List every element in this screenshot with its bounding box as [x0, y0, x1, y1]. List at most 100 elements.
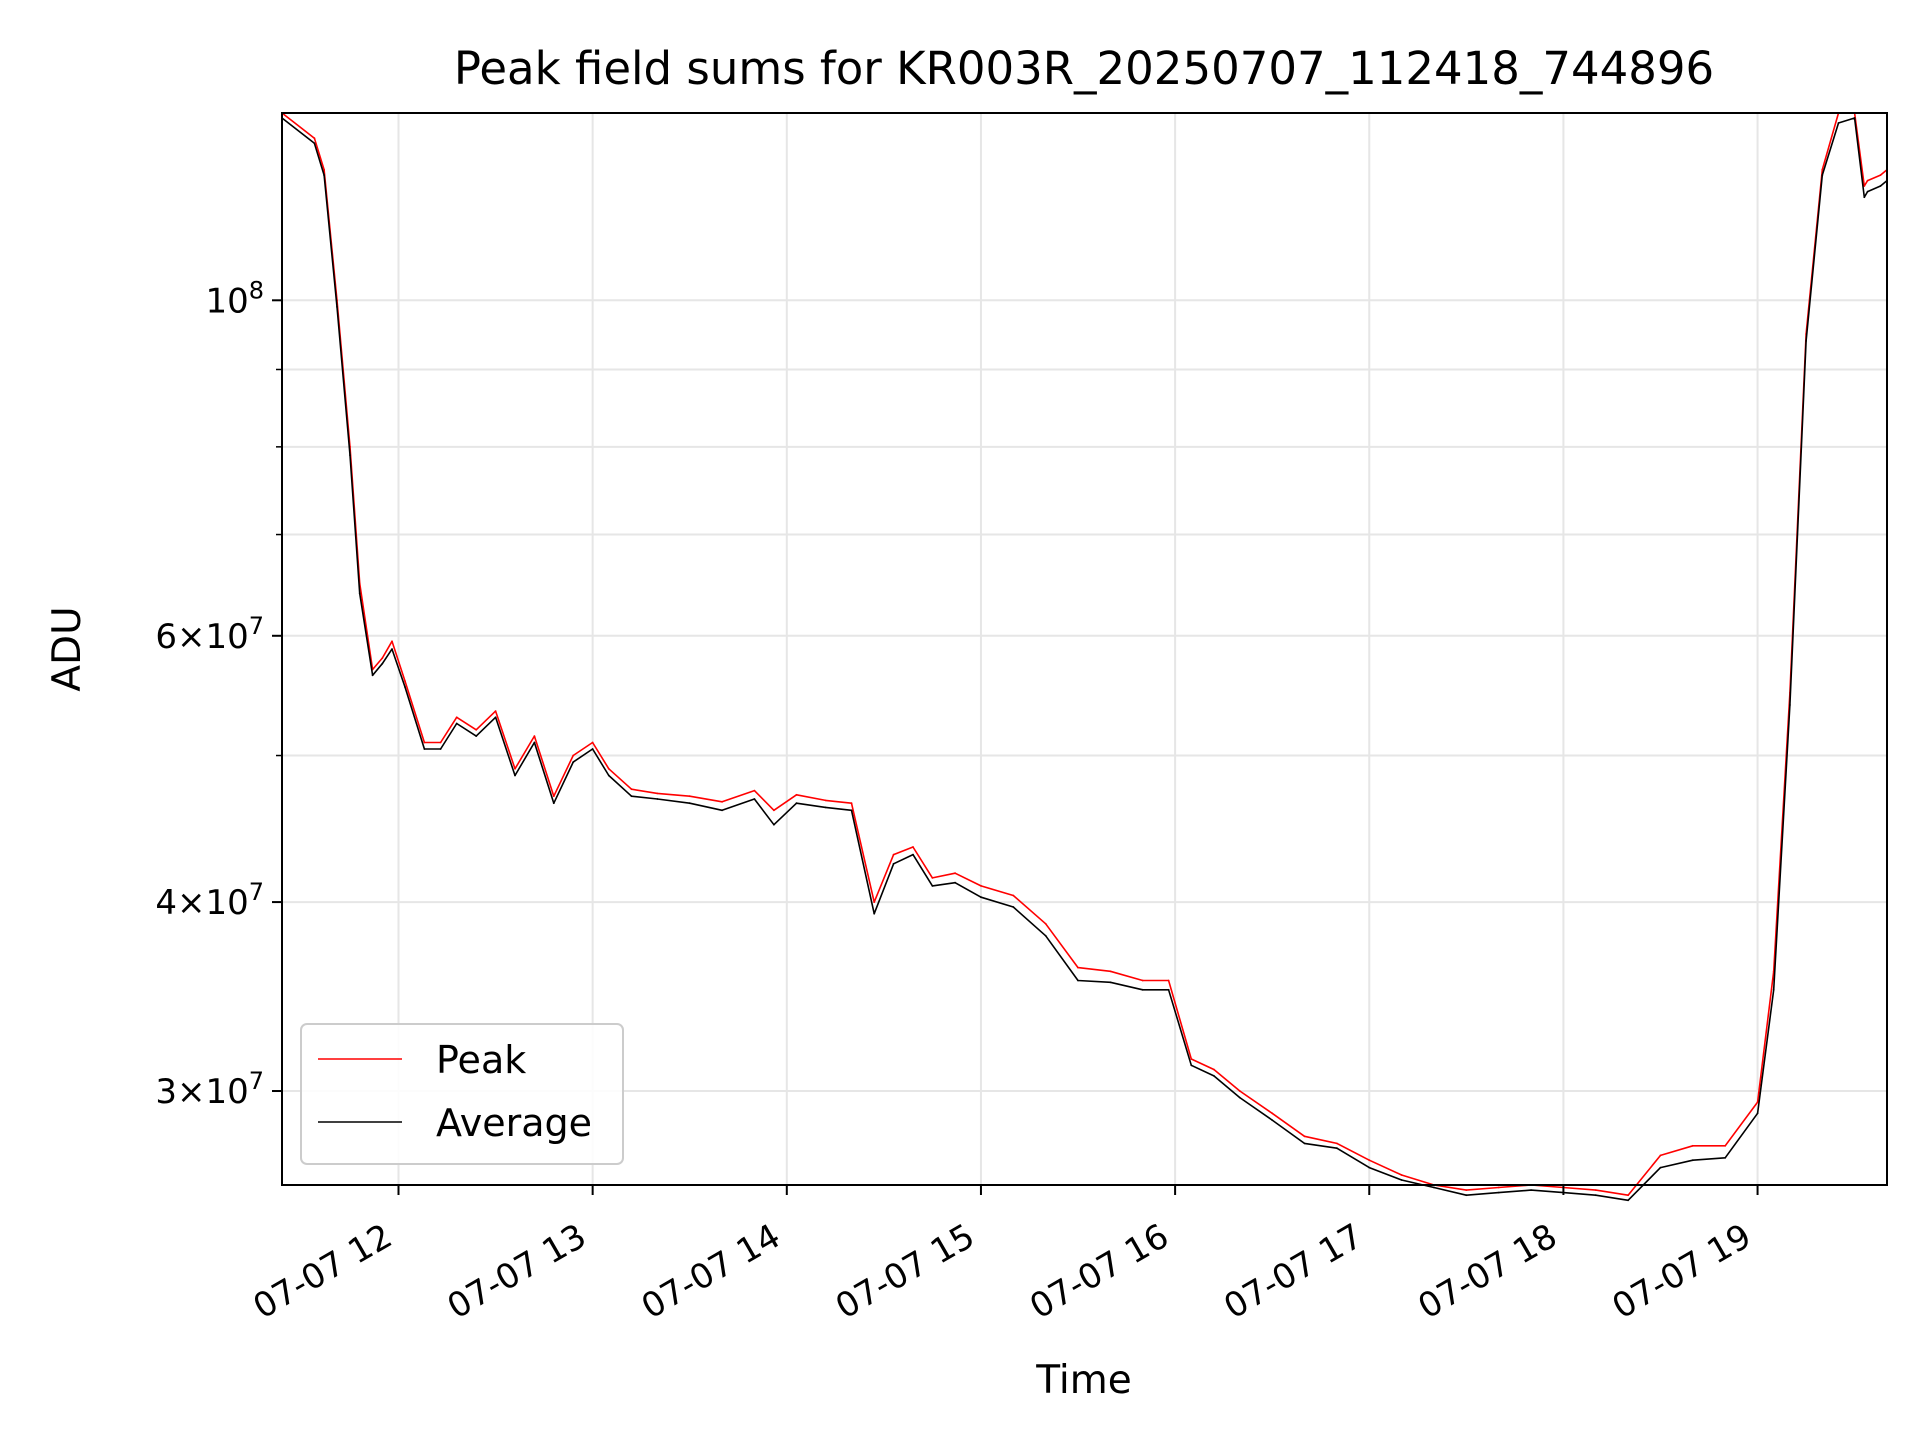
data-point: [381, 662, 384, 665]
data-point: [873, 901, 876, 903]
data-point: [391, 640, 393, 643]
data-point: [1756, 1101, 1759, 1103]
data-point: [1077, 966, 1079, 969]
data-point: [1879, 174, 1882, 177]
series-average: [281, 117, 1888, 1202]
data-point: [404, 686, 406, 688]
data-point: [607, 767, 610, 770]
data-point: [1627, 1194, 1629, 1197]
data-point: [773, 823, 775, 826]
legend-label-peak: Peak: [436, 1038, 526, 1082]
data-point: [1497, 1186, 1500, 1189]
data-point: [1271, 1119, 1274, 1121]
data-point: [980, 896, 982, 899]
data-point: [1336, 1142, 1338, 1145]
data-point: [688, 795, 691, 798]
y-tick-label: 108: [205, 276, 264, 321]
data-point: [931, 877, 934, 879]
plot-frame: [281, 112, 1888, 1186]
data-point: [358, 592, 361, 595]
data-point: [1109, 970, 1112, 973]
data-point: [1141, 979, 1144, 982]
data-point: [1691, 1144, 1694, 1147]
data-point: [753, 798, 756, 800]
data-point: [475, 735, 478, 737]
data-point: [323, 168, 325, 171]
data-point: [552, 795, 555, 798]
data-point: [323, 174, 325, 177]
data-point: [824, 806, 827, 809]
data-point: [1238, 1090, 1241, 1092]
data-point: [1077, 979, 1079, 982]
data-point: [850, 802, 853, 805]
data-point: [455, 716, 458, 719]
legend-label-average: Average: [436, 1101, 592, 1145]
y-axis-label: ADU: [45, 606, 90, 691]
data-point: [494, 716, 497, 719]
data-point: [1044, 922, 1047, 925]
data-point: [892, 862, 895, 865]
series-layer: [281, 112, 1888, 1202]
data-point: [1659, 1166, 1662, 1169]
data-point: [873, 912, 876, 915]
data-point: [371, 674, 374, 677]
data-point: [954, 872, 956, 875]
legend: Peak Average: [300, 1023, 624, 1165]
data-point: [931, 885, 934, 887]
data-point: [912, 853, 914, 856]
data-point: [1594, 1194, 1597, 1197]
data-point: [533, 741, 536, 744]
data-point: [1772, 988, 1775, 991]
data-point: [656, 798, 659, 800]
data-point: [1866, 179, 1869, 182]
data-point: [1863, 185, 1866, 187]
data-point: [455, 722, 458, 725]
data-point: [1691, 1159, 1694, 1162]
y-tick-label: 3×107: [155, 1067, 264, 1112]
data-point: [1594, 1189, 1597, 1191]
data-point: [1853, 117, 1856, 119]
data-point: [1627, 1199, 1629, 1202]
data-point: [1012, 894, 1015, 897]
data-point: [1167, 979, 1170, 982]
data-point: [1863, 196, 1866, 199]
data-point: [630, 795, 633, 798]
data-point: [552, 802, 555, 805]
data-point: [1400, 1174, 1403, 1176]
data-point: [1837, 122, 1840, 124]
data-point: [607, 774, 610, 777]
data-point: [1190, 1058, 1193, 1060]
data-point: [1805, 340, 1807, 342]
y-tick-label: 4×107: [155, 878, 264, 923]
data-point: [912, 846, 914, 848]
data-point: [514, 767, 516, 770]
data-point: [721, 800, 723, 803]
grid: [282, 113, 1887, 1185]
data-point: [439, 748, 442, 750]
data-point: [1141, 988, 1144, 991]
data-point: [1497, 1191, 1500, 1194]
data-point: [1659, 1154, 1662, 1157]
data-point: [1400, 1179, 1403, 1181]
data-point: [1530, 1189, 1532, 1191]
data-point: [1213, 1068, 1215, 1071]
y-tick-label: 6×107: [155, 612, 264, 657]
data-point: [1724, 1156, 1727, 1159]
data-point: [349, 454, 351, 456]
data-point: [1368, 1159, 1371, 1162]
data-point: [1866, 190, 1869, 193]
data-point: [824, 799, 827, 802]
data-point: [892, 853, 895, 856]
data-point: [1190, 1064, 1193, 1067]
data-point: [381, 657, 384, 659]
data-point: [404, 680, 406, 682]
data-point: [591, 748, 594, 750]
data-point: [1465, 1194, 1468, 1197]
data-point: [1433, 1186, 1435, 1189]
data-point: [630, 788, 633, 791]
data-point: [475, 728, 478, 731]
x-axis-label: Time: [1035, 1358, 1131, 1403]
data-point: [1109, 981, 1112, 984]
plot-area: [282, 113, 1887, 1185]
data-point: [1821, 168, 1824, 171]
